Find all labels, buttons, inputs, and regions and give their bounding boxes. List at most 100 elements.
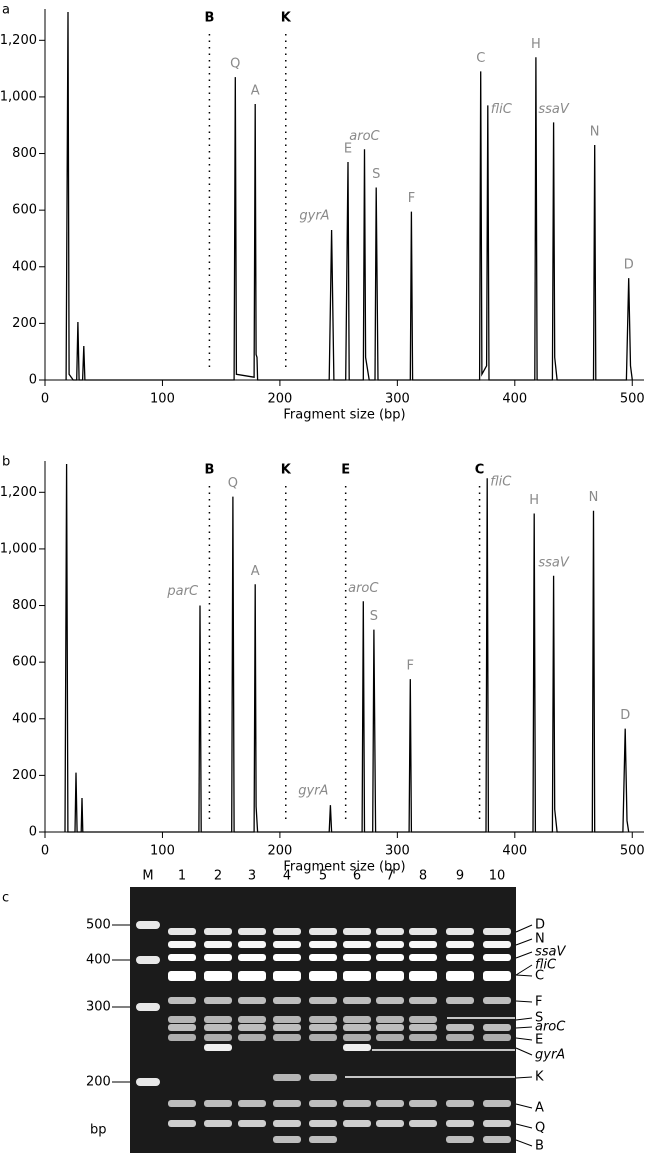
band-label: Q	[535, 1121, 545, 1136]
lane-label: 8	[419, 869, 427, 884]
panel-label: a	[2, 3, 10, 18]
band-pointer	[515, 951, 533, 959]
lane-label: 10	[489, 869, 506, 884]
y-tick-label: 400	[12, 711, 37, 726]
peak-label: gyrA	[299, 208, 329, 223]
gel-band	[273, 1034, 301, 1041]
peak-label: E	[344, 142, 352, 157]
gel-band	[483, 1100, 511, 1107]
gel-band	[168, 941, 196, 948]
gel-band	[483, 997, 511, 1004]
gel-band	[204, 997, 232, 1004]
gel-band	[409, 1120, 437, 1127]
gel-band	[483, 971, 511, 981]
gel-band	[238, 997, 266, 1004]
gel-band	[343, 1034, 371, 1041]
gel-band	[204, 971, 232, 981]
peak-label: fliC	[491, 102, 513, 117]
lane-label: 5	[319, 869, 327, 884]
gel-band	[204, 954, 232, 961]
band-label: F	[535, 995, 542, 1010]
y-tick-label: 1,200	[0, 33, 37, 48]
gel-band	[273, 928, 301, 935]
gel-band	[168, 1120, 196, 1127]
band-pointer	[515, 938, 533, 946]
band-pointer	[515, 1017, 533, 1021]
marker-label: B	[204, 11, 214, 26]
gel-band	[273, 941, 301, 948]
gel-band	[238, 1016, 266, 1023]
lane-label: 6	[353, 869, 361, 884]
gel-band	[309, 1074, 337, 1081]
x-tick-label: 100	[150, 844, 175, 859]
band-label: fliC	[535, 958, 557, 973]
lane-label: 2	[214, 869, 222, 884]
gel-band	[168, 1016, 196, 1023]
band-label: A	[535, 1101, 544, 1116]
gel-band	[343, 1100, 371, 1107]
y-tick-label: 200	[12, 316, 37, 331]
gel-band	[168, 1024, 196, 1031]
gel-band	[483, 1120, 511, 1127]
gel-band	[409, 1024, 437, 1031]
x-tick-label: 500	[620, 392, 645, 407]
trace	[64, 463, 630, 833]
gel-band	[376, 928, 404, 935]
gel-band	[343, 941, 371, 948]
gel-band	[273, 1136, 301, 1143]
gel-band	[409, 1016, 437, 1023]
band-label: S	[535, 1011, 543, 1026]
peak-label: S	[370, 609, 378, 624]
panel-label: c	[2, 891, 9, 906]
gel-band	[309, 971, 337, 981]
gel-band	[409, 954, 437, 961]
gel-band	[343, 971, 371, 981]
gel-band	[238, 1100, 266, 1107]
ladder-band	[136, 1078, 160, 1086]
marker-size: 200	[86, 1075, 111, 1090]
gel-band	[446, 1034, 474, 1041]
marker-size: 400	[86, 953, 111, 968]
band-pointer	[515, 1037, 533, 1041]
gel-band	[273, 1100, 301, 1107]
y-tick-label: 1,000	[0, 541, 37, 556]
gel-band	[343, 1024, 371, 1031]
gel-band	[204, 928, 232, 935]
lane-label: M	[142, 869, 153, 884]
gel-band	[273, 954, 301, 961]
gel-band	[309, 1136, 337, 1143]
gel-band	[238, 954, 266, 961]
gel-band	[376, 971, 404, 981]
gel-band	[273, 997, 301, 1004]
gel-band	[376, 1024, 404, 1031]
marker-size: 500	[86, 918, 111, 933]
gel-band	[376, 1100, 404, 1107]
gel-band	[343, 997, 371, 1004]
band-pointer	[515, 964, 533, 976]
marker-label: K	[281, 11, 292, 26]
gel-band	[238, 1024, 266, 1031]
ladder-band	[136, 1003, 160, 1011]
gel-band	[446, 954, 474, 961]
gel-band	[409, 941, 437, 948]
x-tick-label: 500	[620, 844, 645, 859]
y-tick-label: 1,200	[0, 485, 37, 500]
gel-band	[273, 1016, 301, 1023]
y-tick-label: 800	[12, 146, 37, 161]
gel-band	[309, 1100, 337, 1107]
marker-size: 300	[86, 1000, 111, 1015]
y-tick-label: 0	[29, 825, 37, 840]
x-tick-label: 200	[267, 844, 292, 859]
gel-band	[343, 928, 371, 935]
trace	[65, 11, 633, 381]
gel-band	[168, 1034, 196, 1041]
peak-label: A	[251, 564, 260, 579]
y-tick-label: 600	[12, 203, 37, 218]
ladder-band	[136, 921, 160, 929]
band-pointer	[515, 1026, 533, 1029]
gel-band	[168, 971, 196, 981]
peak-label: F	[408, 191, 415, 206]
gel-band	[343, 1120, 371, 1127]
y-tick-label: 400	[12, 259, 37, 274]
